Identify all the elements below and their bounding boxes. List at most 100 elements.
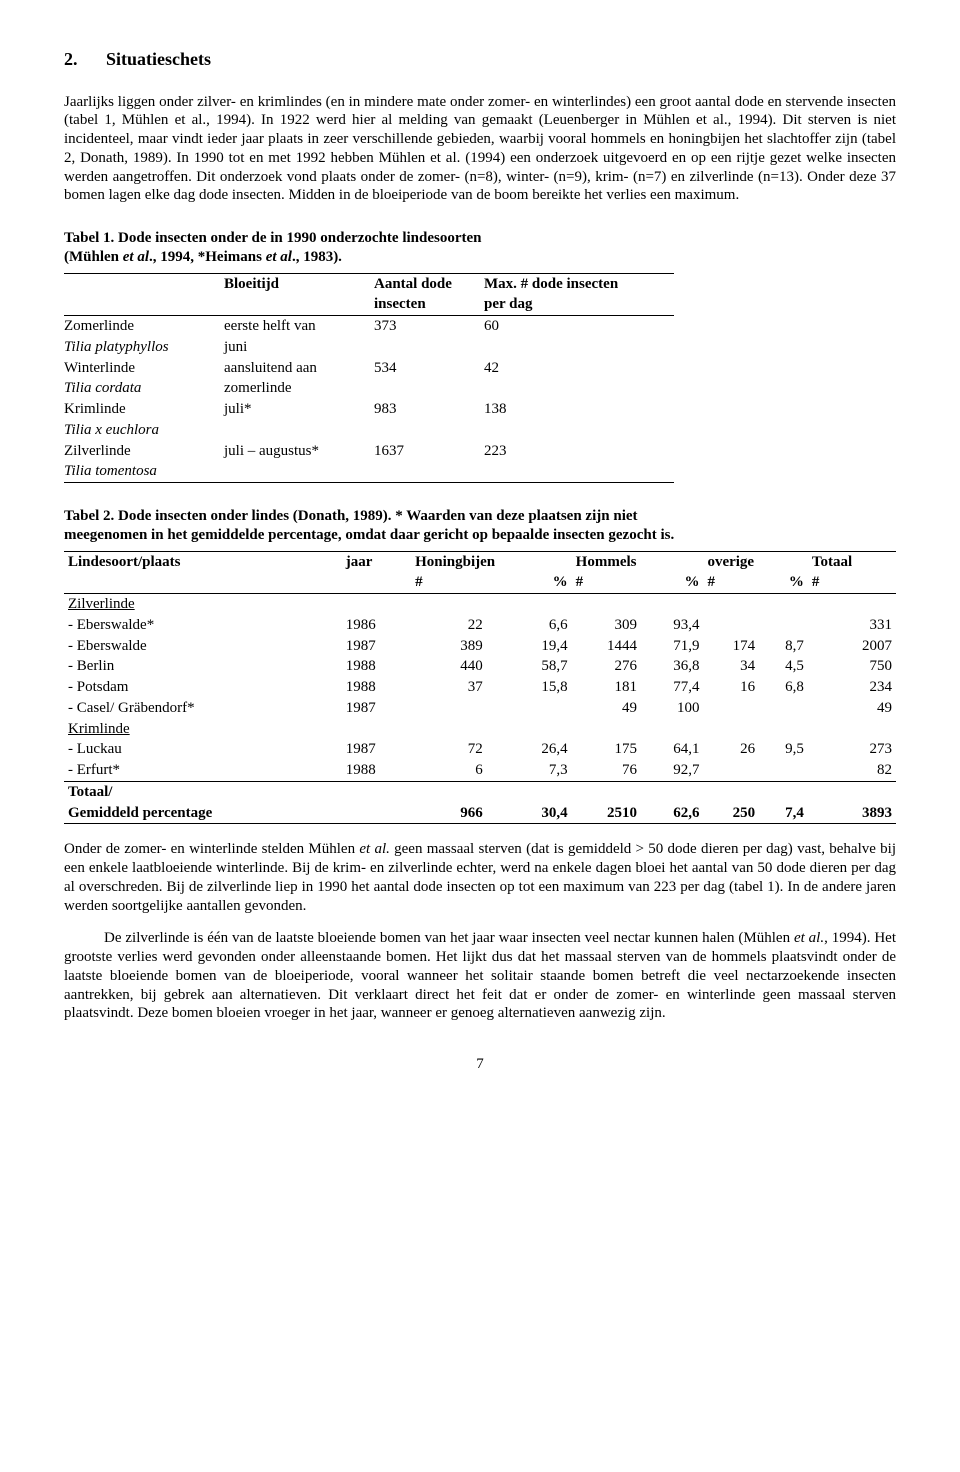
t2-place: - Potsdam [64,677,342,698]
table2-caption: Tabel 2. Dode insecten onder lindes (Don… [64,507,896,545]
t2-h2: 76 [572,760,641,781]
t2-h2: 1444 [572,636,641,657]
t2-h2: 309 [572,615,641,636]
t2-op: 6,8 [759,677,808,698]
t1-bloei: juli* [224,399,374,420]
t2-tot-h1p: 30,4 [487,803,572,824]
t1-latin: Tilia tomentosa [64,461,224,482]
t2-tot-t: 3893 [808,803,896,824]
t1-bloei: eerste helft van [224,316,374,337]
table-row: - Erfurt*198867,37692,782 [64,760,896,781]
table-row: Winterlindeaansluitend aan53442 [64,358,674,379]
t1-latin: Tilia cordata [64,378,224,399]
t2-place: - Berlin [64,656,342,677]
table-row: Zilverlinde [64,594,896,615]
section-heading: 2.Situatieschets [64,48,896,71]
t2-h1: 389 [411,636,487,657]
t2-h-hommels: Hommels [572,551,704,572]
t1-bloei2 [224,461,374,482]
table-row: Zilverlindejuli – augustus*1637223 [64,441,674,462]
t2-h1: 440 [411,656,487,677]
t2-o [703,615,759,636]
table-row: - Eberswalde198738919,4144471,91748,7200… [64,636,896,657]
table-row: - Casel/ Gräbendorf*19874910049 [64,698,896,719]
t1-h-bloeitijd: Bloeitijd [224,273,374,294]
t2-tot-op: 7,4 [759,803,808,824]
t2-op: 9,5 [759,739,808,760]
t1-h-aantal1: Aantal dode [374,273,484,294]
paragraph-3: De zilverlinde is één van de laatste blo… [64,929,896,1023]
t2-op [759,760,808,781]
t2-o [703,698,759,719]
t2-place: - Luckau [64,739,342,760]
t2-o: 26 [703,739,759,760]
t1-max: 223 [484,441,674,462]
table-row: Gemiddeld percentage96630,4251062,62507,… [64,803,896,824]
table-row: Krimlinde [64,719,896,740]
t2-place: - Eberswalde [64,636,342,657]
table-row: Tilia tomentosa [64,461,674,482]
t2-o: 16 [703,677,759,698]
t1-caption-line1: Tabel 1. Dode insecten onder de in 1990 … [64,230,482,246]
t2-total-l1: Totaal/ [64,781,896,802]
t2-h-jaar: jaar [342,551,411,572]
t1-aantal: 373 [374,316,484,337]
t2-tot-o: 250 [703,803,759,824]
table-row: - Berlin198844058,727636,8344,5750 [64,656,896,677]
t2-h1p: 6,6 [487,615,572,636]
heading-number: 2. [64,48,106,71]
t2-h2p: 100 [641,698,703,719]
t2-t: 750 [808,656,896,677]
t2-h1: 22 [411,615,487,636]
t2-year: 1988 [342,677,411,698]
t1-max: 138 [484,399,674,420]
t2-h1 [411,698,487,719]
t1-name: Zilverlinde [64,441,224,462]
t2-t: 273 [808,739,896,760]
t2-h1p [487,698,572,719]
t2-tot-h2p: 62,6 [641,803,703,824]
t2-year: 1987 [342,739,411,760]
t2-h2p: 64,1 [641,739,703,760]
t2-h2p: 77,4 [641,677,703,698]
t2-group1: Zilverlinde [68,596,135,612]
t2-h-pct: % [641,572,703,593]
heading-title: Situatieschets [106,49,211,69]
t1-name: Zomerlinde [64,316,224,337]
t2-h-overige: overige [703,551,807,572]
t2-h1: 37 [411,677,487,698]
t2-year: 1987 [342,698,411,719]
t2-caption-line1: Tabel 2. Dode insecten onder lindes (Don… [64,508,638,524]
t2-o: 34 [703,656,759,677]
t1-bloei: juli – augustus* [224,441,374,462]
t2-o: 174 [703,636,759,657]
t2-h1p: 19,4 [487,636,572,657]
t1-name: Krimlinde [64,399,224,420]
t1-max: 60 [484,316,674,337]
t1-bloei: aansluitend aan [224,358,374,379]
t2-h2p: 93,4 [641,615,703,636]
t2-group2: Krimlinde [68,721,130,737]
t1-h-max1: Max. # dode insecten [484,273,674,294]
table1: Bloeitijd Aantal dode Max. # dode insect… [64,273,674,484]
t1-max: 42 [484,358,674,379]
t2-h2: 276 [572,656,641,677]
t2-h2: 49 [572,698,641,719]
t2-t: 82 [808,760,896,781]
t1-name: Winterlinde [64,358,224,379]
t1-aantal: 1637 [374,441,484,462]
t2-h-honing: Honingbijen [411,551,572,572]
t2-o [703,760,759,781]
t2-t: 331 [808,615,896,636]
t1-aantal: 534 [374,358,484,379]
table2: Lindesoort/plaats jaar Honingbijen Homme… [64,551,896,825]
t2-tot-h2: 2510 [572,803,641,824]
t1-bloei2: zomerlinde [224,378,374,399]
t2-place: - Casel/ Gräbendorf* [64,698,342,719]
table-row: Tilia x euchlora [64,420,674,441]
t2-caption-line2: meegenomen in het gemiddelde percentage,… [64,527,674,543]
t2-h-linde: Lindesoort/plaats [64,551,342,572]
t2-h1p: 58,7 [487,656,572,677]
t2-h2p: 71,9 [641,636,703,657]
t2-tot-h1: 966 [411,803,487,824]
